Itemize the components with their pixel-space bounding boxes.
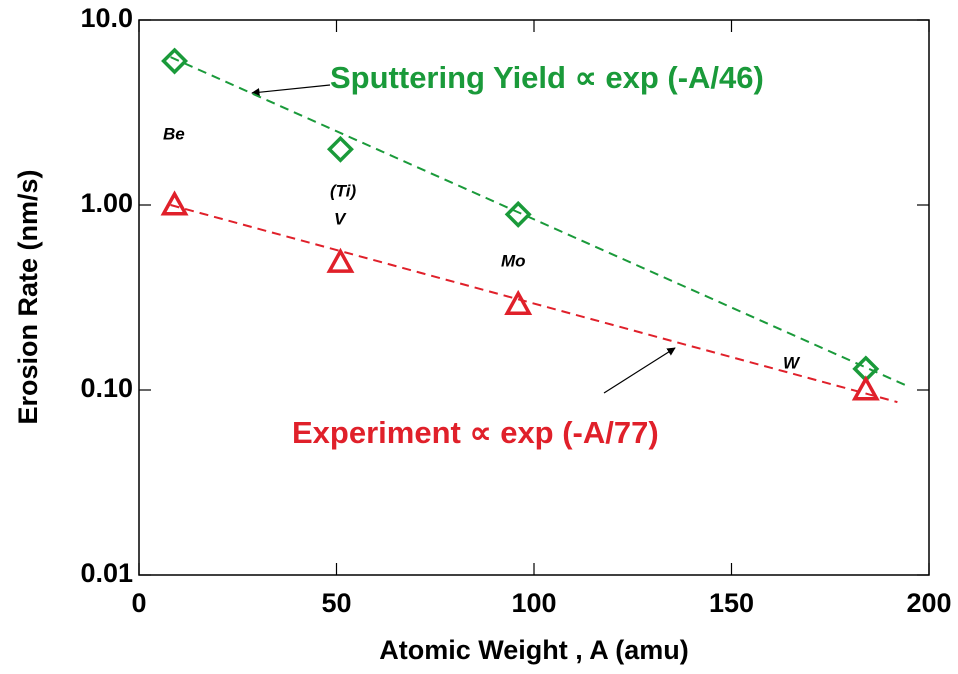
arrow bbox=[603, 347, 676, 394]
x-axis-label: Atomic Weight , A (amu) bbox=[379, 635, 689, 665]
y-tick-label: 10.0 bbox=[80, 3, 133, 33]
data-point bbox=[504, 200, 532, 228]
x-tick-label: 0 bbox=[131, 588, 146, 618]
data-point bbox=[160, 190, 189, 216]
annotation: W bbox=[783, 353, 801, 372]
annotation: Mo bbox=[501, 251, 526, 270]
y-tick-label: 1.00 bbox=[80, 188, 133, 218]
x-tick-label: 50 bbox=[321, 588, 351, 618]
y-tick-label: 0.10 bbox=[80, 373, 133, 403]
y-tick-label: 0.01 bbox=[80, 558, 133, 588]
x-tick-label: 150 bbox=[709, 588, 754, 618]
y-axis-label: Erosion Rate (nm/s) bbox=[13, 169, 43, 424]
data-point bbox=[161, 47, 189, 75]
data-point bbox=[851, 375, 880, 401]
fit-line bbox=[170, 56, 910, 388]
x-tick-label: 100 bbox=[511, 588, 556, 618]
data-point bbox=[326, 247, 355, 273]
annotation: Sputtering Yield ∝ exp (-A/46) bbox=[330, 60, 764, 95]
annotation: Be bbox=[163, 124, 185, 143]
data-point bbox=[326, 135, 354, 163]
annotation: V bbox=[334, 209, 347, 228]
arrow bbox=[251, 84, 331, 97]
annotation: Experiment ∝ exp (-A/77) bbox=[292, 415, 659, 450]
x-tick-label: 200 bbox=[906, 588, 951, 618]
fit-line bbox=[170, 204, 898, 404]
annotation: (Ti) bbox=[330, 181, 356, 200]
data-point bbox=[504, 289, 533, 316]
plot-frame bbox=[138, 19, 930, 576]
